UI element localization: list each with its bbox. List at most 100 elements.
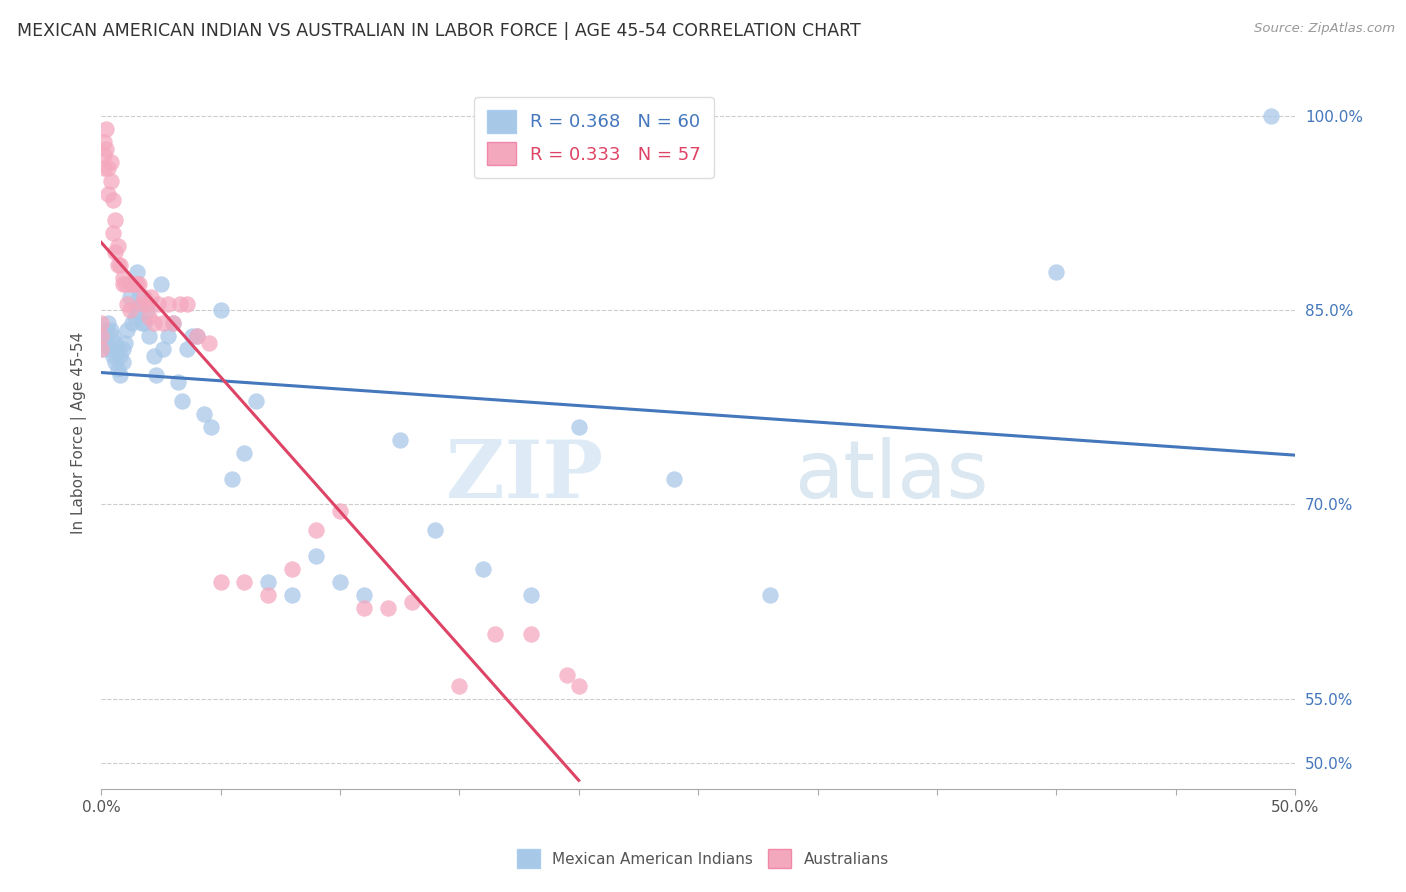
Point: [121, 277, 143, 292]
Point: [93, 161, 115, 175]
Point: [97, 161, 120, 175]
Point: [117, 323, 139, 337]
Point: [142, 316, 165, 330]
Point: [281, 562, 304, 576]
Point: [90, 316, 112, 330]
Text: MEXICAN AMERICAN INDIAN VS AUSTRALIAN IN LABOR FORCE | AGE 45-54 CORRELATION CHA: MEXICAN AMERICAN INDIAN VS AUSTRALIAN IN…: [17, 22, 860, 40]
Point: [152, 342, 174, 356]
Point: [101, 329, 124, 343]
Point: [166, 375, 188, 389]
Point: [135, 303, 157, 318]
Point: [245, 393, 267, 408]
Point: [111, 342, 134, 356]
Point: [118, 303, 141, 318]
Point: [124, 310, 146, 324]
Point: [305, 549, 328, 564]
Point: [111, 355, 134, 369]
Point: [193, 407, 215, 421]
Point: [111, 277, 134, 292]
Point: [107, 361, 129, 376]
Point: [135, 297, 157, 311]
Point: [100, 323, 122, 337]
Point: [94, 335, 117, 350]
Point: [305, 524, 328, 538]
Point: [94, 323, 117, 337]
Point: [131, 297, 153, 311]
Point: [233, 575, 256, 590]
Point: [664, 472, 686, 486]
Point: [107, 258, 129, 272]
Point: [94, 122, 117, 136]
Point: [93, 135, 115, 149]
Point: [131, 316, 153, 330]
Point: [180, 329, 202, 343]
Point: [449, 679, 471, 693]
Point: [128, 290, 150, 304]
Point: [107, 238, 129, 252]
Point: [186, 329, 208, 343]
Point: [141, 290, 163, 304]
Point: [148, 297, 170, 311]
Point: [97, 316, 120, 330]
Point: [176, 342, 198, 356]
Point: [200, 419, 222, 434]
Point: [329, 504, 352, 518]
Point: [568, 679, 591, 693]
Point: [110, 349, 132, 363]
Point: [257, 588, 280, 602]
Point: [101, 226, 124, 240]
Point: [90, 342, 112, 356]
Point: [100, 154, 122, 169]
Point: [1260, 109, 1282, 123]
Point: [221, 472, 243, 486]
Point: [114, 277, 136, 292]
Point: [1045, 264, 1067, 278]
Point: [209, 575, 232, 590]
Point: [377, 601, 399, 615]
Point: [132, 290, 155, 304]
Point: [520, 588, 543, 602]
Point: [472, 562, 495, 576]
Point: [121, 316, 143, 330]
Point: [197, 335, 219, 350]
Point: [117, 297, 139, 311]
Point: [149, 277, 172, 292]
Point: [93, 148, 115, 162]
Point: [138, 329, 160, 343]
Text: atlas: atlas: [793, 437, 988, 515]
Point: [104, 245, 127, 260]
Point: [93, 342, 115, 356]
Point: [484, 627, 506, 641]
Point: [101, 349, 124, 363]
Y-axis label: In Labor Force | Age 45-54: In Labor Force | Age 45-54: [72, 332, 87, 534]
Point: [90, 329, 112, 343]
Point: [104, 212, 127, 227]
Point: [156, 297, 179, 311]
Point: [101, 194, 124, 208]
Point: [162, 316, 184, 330]
Point: [142, 349, 165, 363]
Point: [100, 174, 122, 188]
Point: [145, 368, 167, 382]
Text: ZIP: ZIP: [446, 437, 603, 515]
Point: [118, 290, 141, 304]
Point: [94, 142, 117, 156]
Point: [128, 277, 150, 292]
Point: [97, 186, 120, 201]
Point: [152, 316, 174, 330]
Point: [118, 277, 141, 292]
Point: [257, 575, 280, 590]
Point: [125, 303, 148, 318]
Point: [568, 419, 591, 434]
Point: [353, 601, 375, 615]
Point: [520, 627, 543, 641]
Point: [172, 393, 194, 408]
Point: [93, 329, 115, 343]
Point: [555, 668, 578, 682]
Point: [169, 297, 191, 311]
Point: [329, 575, 352, 590]
Point: [132, 316, 155, 330]
Point: [125, 277, 148, 292]
Point: [110, 368, 132, 382]
Point: [425, 524, 447, 538]
